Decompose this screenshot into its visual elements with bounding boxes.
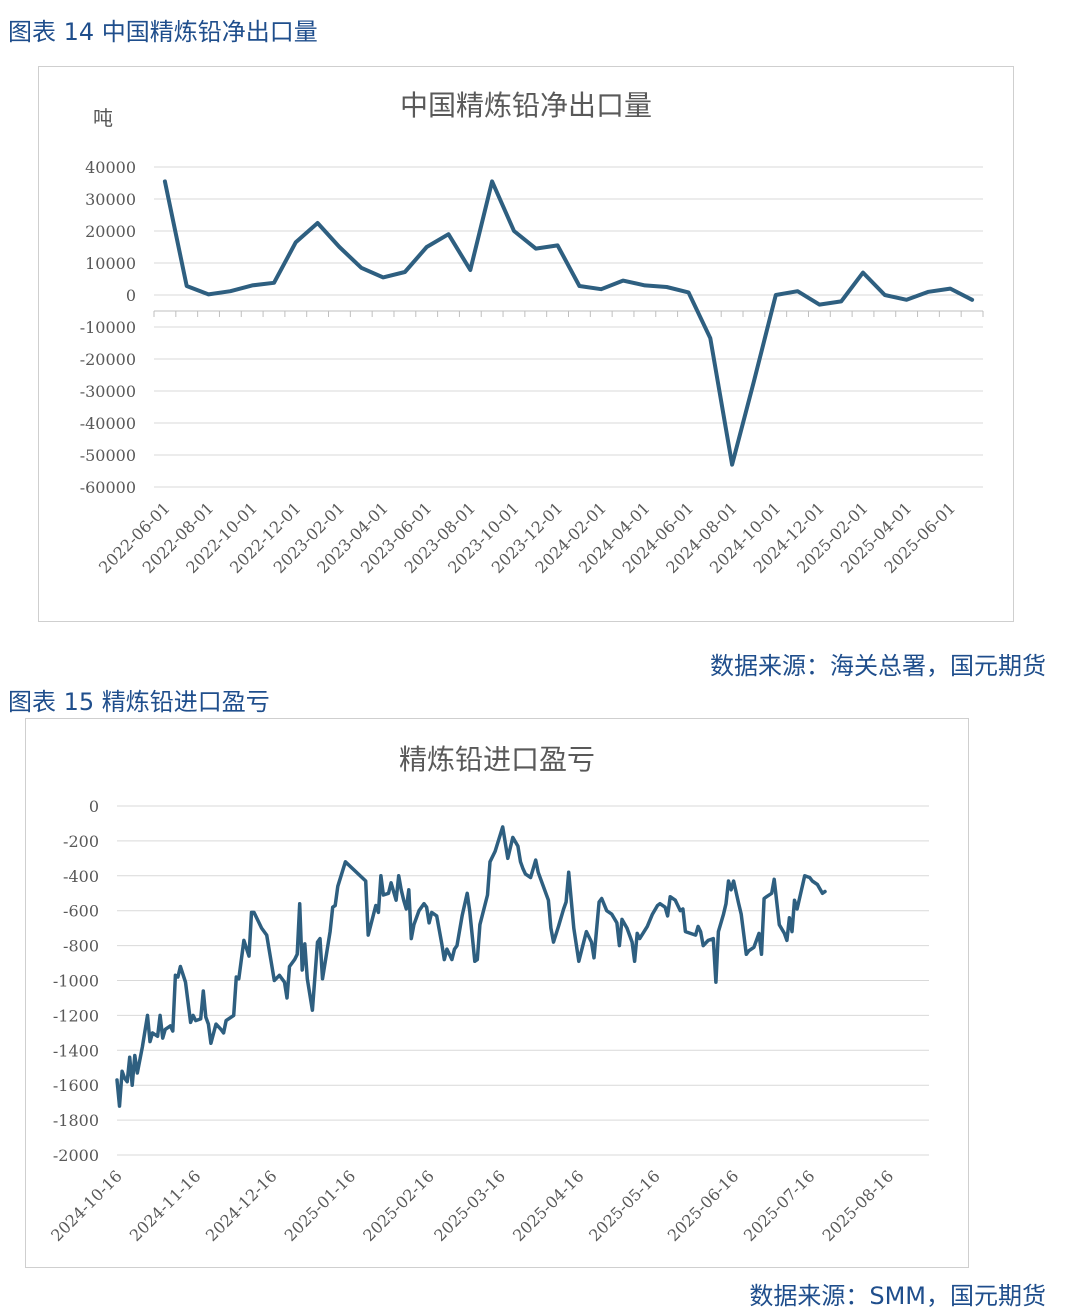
- y-tick-label: -10000: [80, 318, 136, 337]
- x-tick-label: 2025-04-16: [509, 1166, 588, 1245]
- y-tick-label: 20000: [85, 222, 136, 241]
- y-tick-label: -20000: [80, 350, 136, 369]
- y-tick-label: 10000: [85, 254, 136, 273]
- import-profit-chart: 精炼铅进口盈亏 0 -200 -400 -600 -800 -1000 -1200 -1400 -…: [47, 743, 929, 1245]
- chart-1-frame: 中国精炼铅净出口量吨 40000 30000 20000 10000 0 -10000 -20…: [38, 66, 1014, 622]
- y-tick-label: -400: [63, 867, 99, 886]
- y-tick-label: -60000: [80, 478, 136, 497]
- y-tick-label: -600: [63, 902, 99, 921]
- figure-15-caption: 图表 15 精炼铅进口盈亏: [8, 688, 270, 716]
- figure-14-caption: 图表 14 中国精炼铅净出口量: [8, 18, 318, 46]
- chart-title: 精炼铅进口盈亏: [399, 743, 595, 776]
- chart-2-frame: 精炼铅进口盈亏 0 -200 -400 -600 -800 -1000 -1200 -1400 -…: [25, 718, 969, 1268]
- figure-14-source: 数据来源：海关总署，国元期货: [710, 652, 1046, 680]
- y-tick-label: -50000: [80, 446, 136, 465]
- x-tick-label: 2024-12-16: [202, 1166, 281, 1245]
- y-tick-label: -1200: [53, 1006, 99, 1025]
- y-tick-label: -1400: [53, 1041, 99, 1060]
- x-tick-label: 2025-06-16: [664, 1166, 743, 1245]
- y-tick-label: -800: [63, 937, 99, 956]
- y-tick-label: -1800: [53, 1111, 99, 1130]
- y-tick-label: -40000: [80, 414, 136, 433]
- x-tick-label: 2025-05-16: [585, 1166, 664, 1245]
- y-tick-label: -2000: [53, 1146, 99, 1165]
- y-tick-label: 30000: [85, 190, 136, 209]
- x-tick-label: 2024-10-16: [47, 1166, 126, 1245]
- y-tick-label: -30000: [80, 382, 136, 401]
- y-tick-label: 40000: [85, 158, 136, 177]
- y-tick-label: 0: [126, 286, 136, 305]
- net-export-line: [162, 179, 975, 467]
- y-unit-label: 吨: [93, 106, 113, 130]
- x-tick-label: 2025-08-16: [819, 1166, 898, 1245]
- x-tick-label: 2025-02-16: [359, 1166, 438, 1245]
- x-tick-label: 2024-11-16: [126, 1166, 205, 1245]
- figure-15-source: 数据来源：SMM，国元期货: [749, 1282, 1046, 1310]
- chart-title: 中国精炼铅净出口量: [400, 89, 652, 122]
- import-profit-line: [115, 825, 827, 1108]
- y-tick-label: -1000: [53, 972, 99, 991]
- x-tick-label: 2025-01-16: [281, 1166, 360, 1245]
- x-tick-label: 2025-03-16: [430, 1166, 509, 1245]
- y-tick-label: 0: [89, 797, 99, 816]
- x-tick-label: 2025-07-16: [740, 1166, 819, 1245]
- y-tick-label: -1600: [53, 1076, 99, 1095]
- y-tick-label: -200: [63, 832, 99, 851]
